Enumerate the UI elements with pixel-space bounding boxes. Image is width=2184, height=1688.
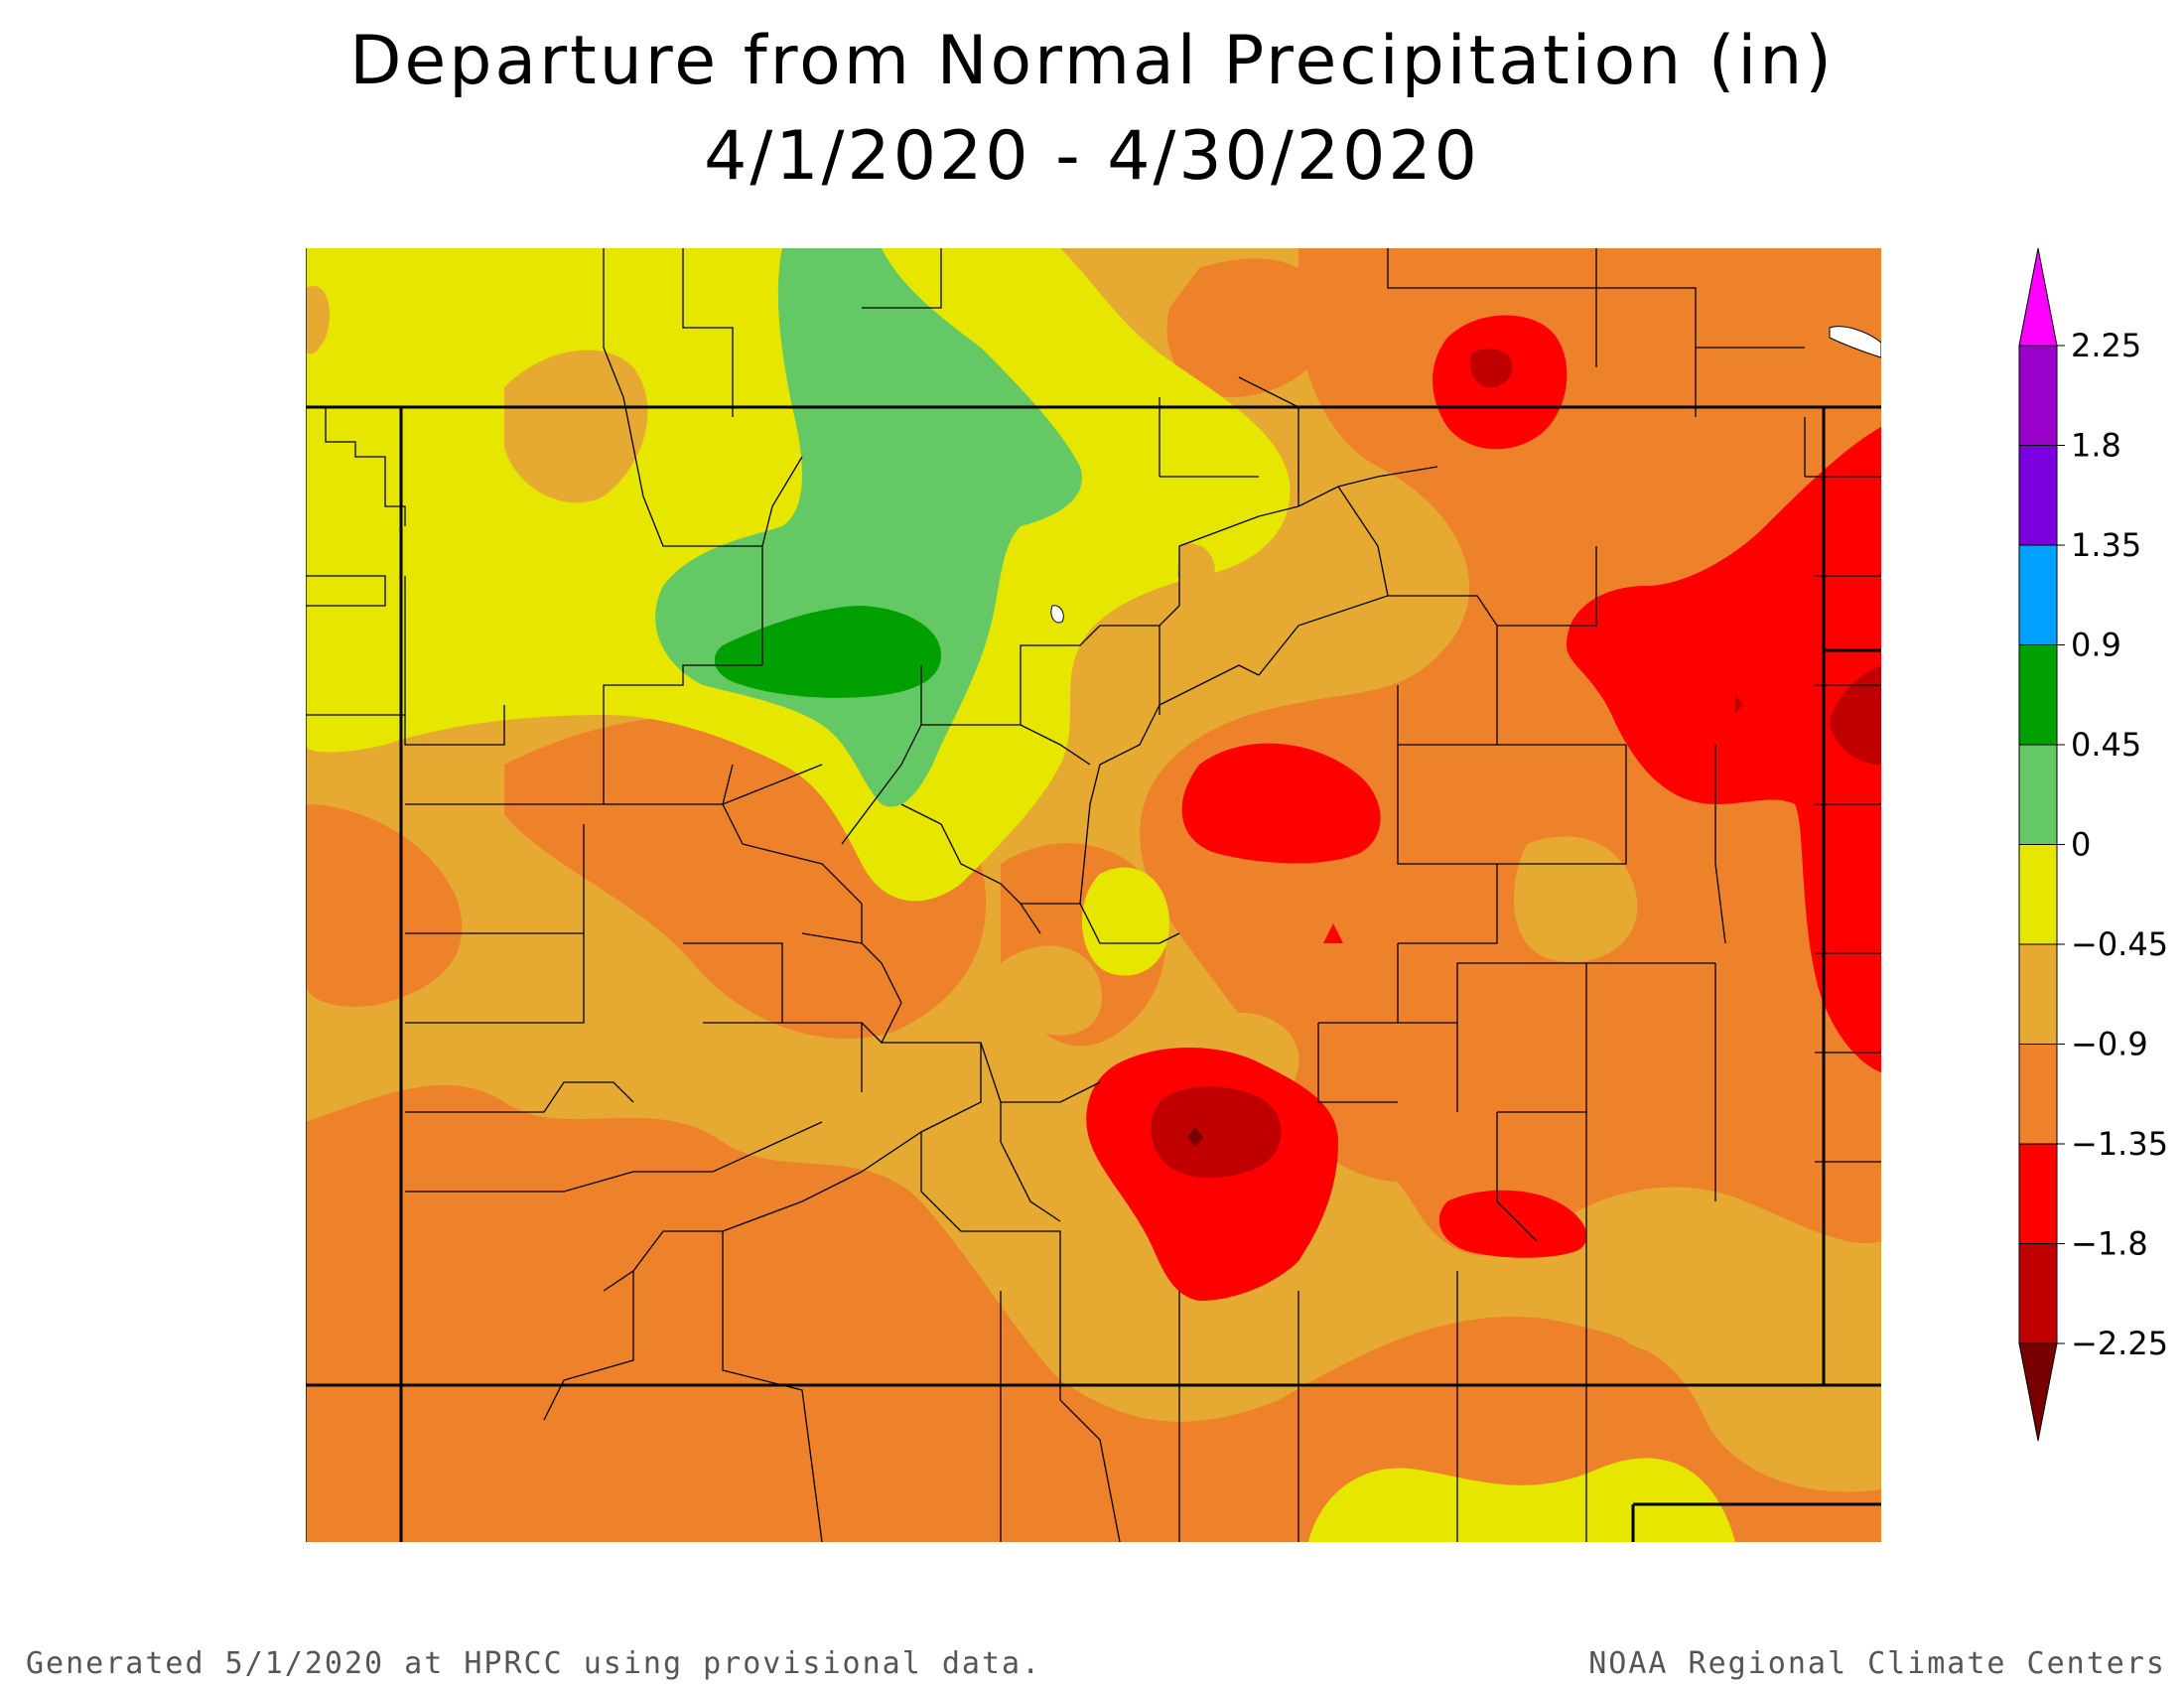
precipitation-departure-map xyxy=(306,248,1881,1542)
contour-light-orange-patches xyxy=(998,836,1881,1440)
legend-swatch xyxy=(2018,644,2058,746)
legend-swatch xyxy=(2018,445,2058,546)
map-title: Departure from Normal Precipitation (in) xyxy=(349,22,1835,100)
legend-swatch xyxy=(2018,1143,2058,1244)
legend-swatch xyxy=(2018,1243,2058,1344)
contour-dark-red-patches xyxy=(1151,349,1881,1179)
legend-break-label: 0.45 xyxy=(2071,726,2141,764)
date-range-subtitle: 4/1/2020 - 4/30/2020 xyxy=(704,117,1480,196)
legend-swatch xyxy=(2018,744,2058,845)
state-boundaries xyxy=(306,405,1881,1542)
water-bodies xyxy=(1050,326,1881,624)
legend-swatch xyxy=(2018,844,2058,945)
legend-break-label: 1.35 xyxy=(2071,526,2141,564)
legend-break-label: −1.35 xyxy=(2071,1125,2168,1163)
contour-dark-green-patch xyxy=(714,606,941,698)
generated-note: Generated 5/1/2020 at HPRCC using provis… xyxy=(26,1646,1042,1681)
county-boundaries xyxy=(306,248,1881,1542)
contour-darkest-red-patch xyxy=(1187,1127,1203,1147)
legend-break-label: 1.8 xyxy=(2071,427,2121,465)
legend-break-label: −1.8 xyxy=(2071,1225,2148,1263)
legend-swatch xyxy=(2018,943,2058,1045)
legend-swatch xyxy=(2018,345,2058,446)
legend-break-label: 0.9 xyxy=(2071,627,2121,664)
map-canvas xyxy=(306,248,1881,1542)
legend-swatch-bottom-arrow xyxy=(2018,1342,2058,1442)
legend-color-bar: 2.25 1.8 1.35 0.9 0.45 0 −0.45 −0.9 −1.35 −1.8 −2.… xyxy=(2018,247,2168,1442)
legend-swatch xyxy=(2018,544,2058,645)
legend-break-label: 2.25 xyxy=(2071,327,2141,364)
legend-break-label: −0.45 xyxy=(2071,925,2168,963)
color-scale-legend: 2.25 1.8 1.35 0.9 0.45 0 −0.45 −0.9 −1.35 −1.8 −2.… xyxy=(1995,238,2174,1450)
legend-swatch-top-arrow xyxy=(2018,247,2058,347)
legend-swatch xyxy=(2018,1044,2058,1145)
legend-break-label: −2.25 xyxy=(2071,1325,2168,1362)
legend-break-label: 0 xyxy=(2071,826,2091,864)
legend-break-label: −0.9 xyxy=(2071,1026,2148,1063)
source-credit: NOAA Regional Climate Centers xyxy=(1588,1646,2166,1681)
